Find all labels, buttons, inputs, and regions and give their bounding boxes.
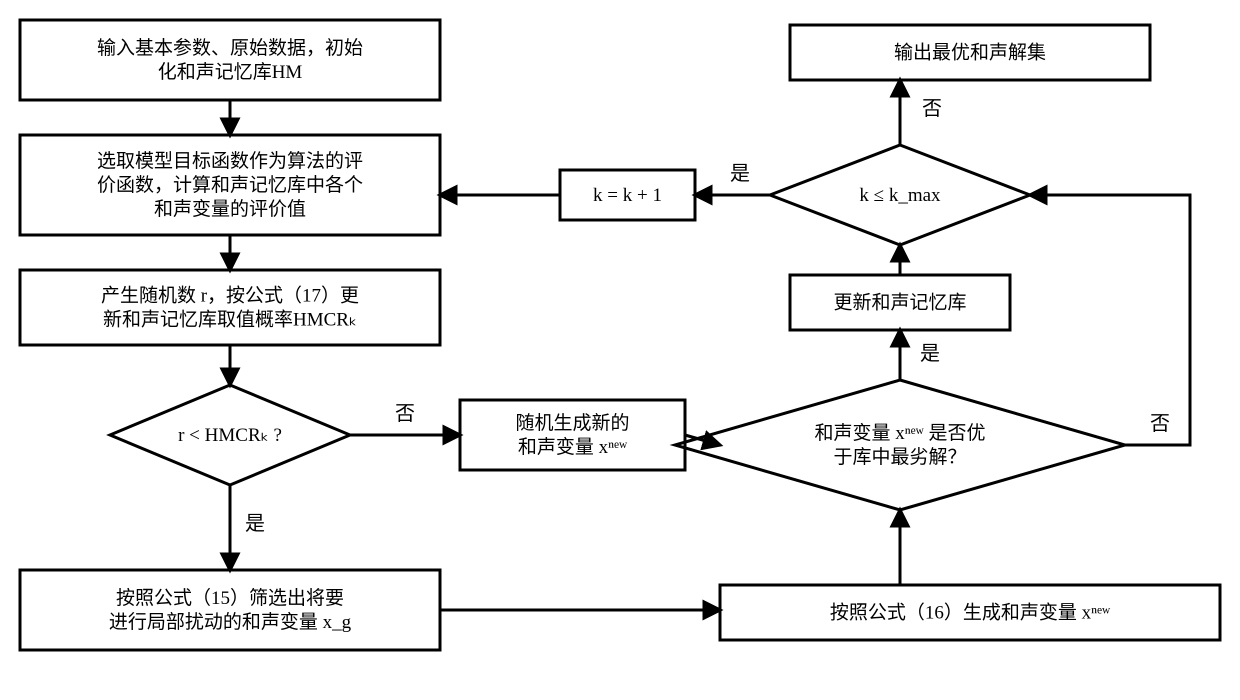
svg-text:否: 否 xyxy=(922,98,942,120)
svg-text:r < HMCRₖ ?: r < HMCRₖ ? xyxy=(178,425,282,446)
svg-text:选取模型目标函数作为算法的评价函数，计算和声记忆库中各个和声: 选取模型目标函数作为算法的评价函数，计算和声记忆库中各个和声变量的评价值 xyxy=(97,150,363,220)
svg-text:k = k + 1: k = k + 1 xyxy=(593,185,662,206)
flowchart-svg: 输入基本参数、原始数据，初始化和声记忆库HM 选取模型目标函数作为算法的评价函数，… xyxy=(0,0,1240,700)
svg-text:是: 是 xyxy=(245,513,265,535)
svg-text:更新和声记忆库: 更新和声记忆库 xyxy=(833,292,966,314)
flow-edge-9 xyxy=(1030,195,1190,445)
svg-text:按照公式（16）生成和声变量 xⁿᵉʷ: 按照公式（16）生成和声变量 xⁿᵉʷ xyxy=(830,602,1111,624)
svg-text:输入基本参数、原始数据，初始化和声记忆库HM: 输入基本参数、原始数据，初始化和声记忆库HM xyxy=(97,37,363,83)
flow-box-n5 xyxy=(460,400,685,470)
svg-text:和声变量 xⁿᵉʷ 是否优于库中最劣解？: 和声变量 xⁿᵉʷ 是否优于库中最劣解？ xyxy=(815,422,986,468)
flow-box-n3 xyxy=(20,270,440,345)
svg-text:k ≤ k_max: k ≤ k_max xyxy=(859,185,941,206)
svg-text:否: 否 xyxy=(395,403,415,425)
flow-box-n1 xyxy=(20,20,440,100)
svg-text:输出最优和声解集: 输出最优和声解集 xyxy=(894,42,1046,64)
flow-decision-d2 xyxy=(675,380,1125,510)
flow-box-n4 xyxy=(20,570,440,650)
svg-text:是: 是 xyxy=(730,163,750,185)
svg-text:随机生成新的和声变量 xⁿᵉʷ: 随机生成新的和声变量 xⁿᵉʷ xyxy=(515,412,629,458)
svg-text:是: 是 xyxy=(920,343,940,365)
svg-text:否: 否 xyxy=(1150,413,1170,435)
svg-text:产生随机数 r，按公式（17）更新和声记忆库取值概率HMCR: 产生随机数 r，按公式（17）更新和声记忆库取值概率HMCRₖ xyxy=(101,285,359,331)
svg-text:按照公式（15）筛选出将要进行局部扰动的和声变量 x_g: 按照公式（15）筛选出将要进行局部扰动的和声变量 x_g xyxy=(109,587,352,633)
